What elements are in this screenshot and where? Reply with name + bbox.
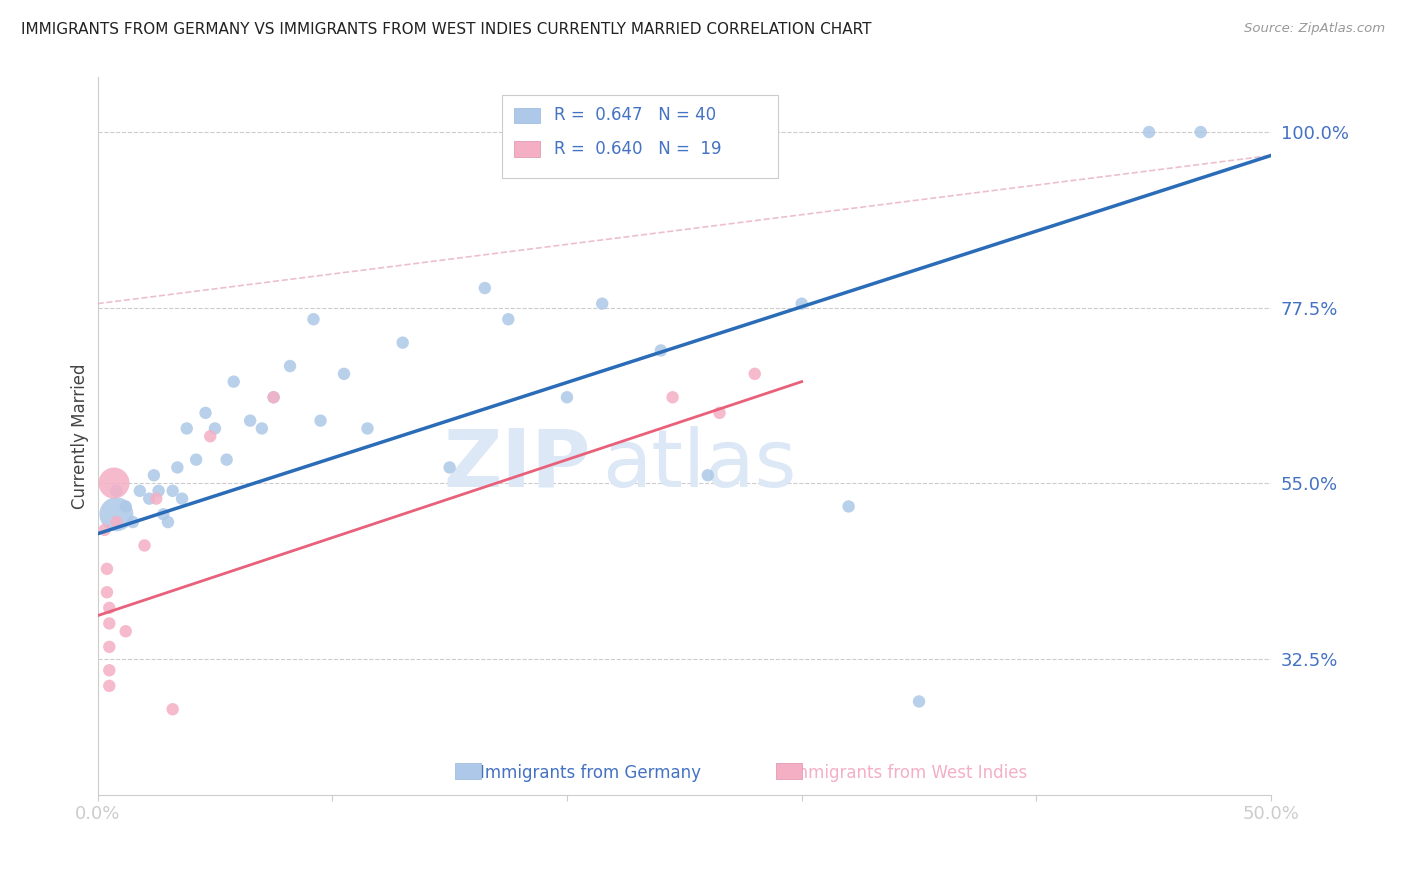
Point: [148, 483, 170, 498]
Point: [309, 414, 332, 428]
FancyBboxPatch shape: [515, 108, 540, 123]
FancyBboxPatch shape: [776, 763, 801, 779]
Text: IMMIGRANTS FROM GERMANY VS IMMIGRANTS FROM WEST INDIES CURRENTLY MARRIED CORRELA: IMMIGRANTS FROM GERMANY VS IMMIGRANTS FR…: [21, 22, 872, 37]
Point: [103, 476, 125, 491]
Point: [194, 406, 217, 420]
Point: [302, 312, 325, 326]
Point: [263, 390, 285, 404]
Point: [96, 585, 118, 599]
Point: [142, 468, 165, 483]
Point: [790, 296, 813, 310]
Point: [162, 702, 184, 716]
Point: [278, 359, 301, 373]
Point: [98, 663, 121, 677]
Text: atlas: atlas: [602, 426, 797, 504]
Point: [114, 500, 136, 514]
Point: [356, 421, 378, 435]
Point: [105, 508, 128, 522]
Point: [250, 421, 273, 435]
Point: [474, 281, 496, 295]
Text: Immigrants from Germany: Immigrants from Germany: [479, 764, 702, 782]
Text: R =  0.647   N = 40: R = 0.647 N = 40: [554, 106, 716, 125]
FancyBboxPatch shape: [502, 95, 778, 178]
Point: [204, 421, 226, 435]
Point: [1137, 125, 1160, 139]
Point: [555, 390, 578, 404]
Point: [98, 616, 121, 631]
Point: [138, 491, 160, 506]
Point: [744, 367, 766, 381]
Point: [121, 515, 143, 529]
Point: [152, 508, 174, 522]
Point: [156, 515, 179, 529]
Point: [1189, 125, 1212, 139]
Point: [93, 523, 115, 537]
Point: [239, 414, 262, 428]
Text: ZIP: ZIP: [443, 426, 591, 504]
Point: [661, 390, 683, 404]
Point: [696, 468, 718, 483]
Point: [650, 343, 672, 358]
Point: [98, 600, 121, 615]
Point: [166, 460, 188, 475]
Point: [170, 491, 193, 506]
Point: [263, 390, 285, 404]
Point: [162, 483, 184, 498]
Point: [908, 694, 931, 708]
Point: [98, 679, 121, 693]
Point: [114, 624, 136, 639]
Point: [105, 515, 128, 529]
Point: [439, 460, 461, 475]
Point: [145, 491, 167, 506]
Point: [591, 296, 613, 310]
Point: [186, 452, 208, 467]
Point: [222, 375, 245, 389]
Point: [98, 640, 121, 654]
FancyBboxPatch shape: [515, 141, 540, 157]
Point: [200, 429, 222, 443]
Point: [215, 452, 238, 467]
Point: [709, 406, 731, 420]
Point: [498, 312, 520, 326]
Text: R =  0.640   N =  19: R = 0.640 N = 19: [554, 140, 721, 158]
Point: [96, 562, 118, 576]
Point: [838, 500, 860, 514]
Point: [333, 367, 356, 381]
Y-axis label: Currently Married: Currently Married: [72, 364, 89, 509]
Text: Immigrants from West Indies: Immigrants from West Indies: [787, 764, 1028, 782]
Point: [134, 538, 156, 552]
Point: [176, 421, 198, 435]
Text: Source: ZipAtlas.com: Source: ZipAtlas.com: [1244, 22, 1385, 36]
Point: [391, 335, 413, 350]
Point: [105, 483, 128, 498]
FancyBboxPatch shape: [456, 763, 481, 779]
Point: [128, 483, 150, 498]
